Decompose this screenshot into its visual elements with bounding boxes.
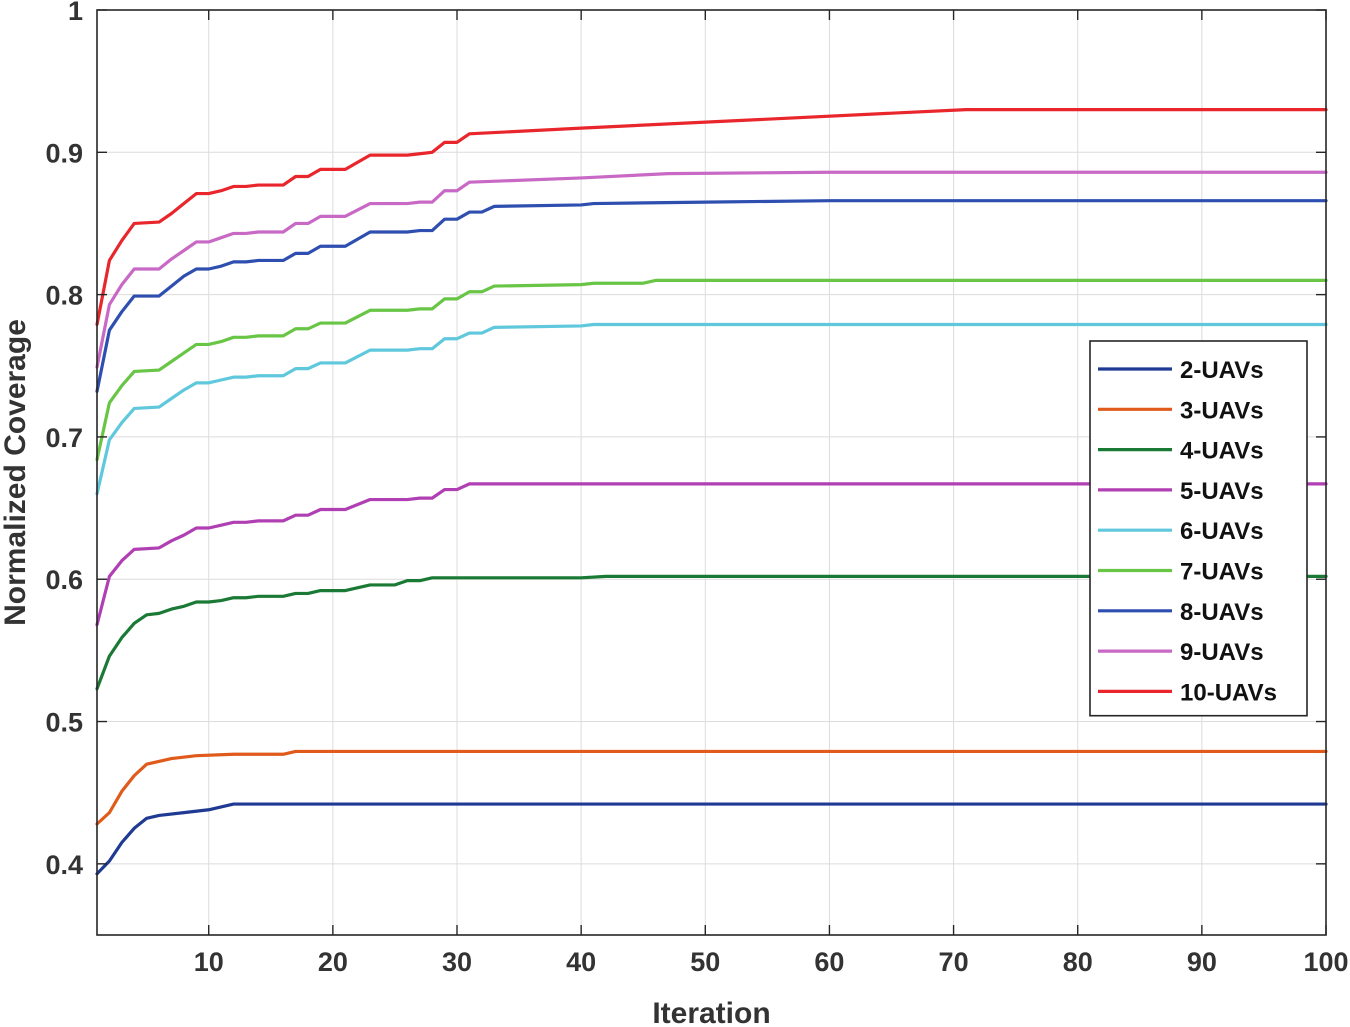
series-lines — [95, 108, 1328, 876]
x-tick-label: 100 — [1303, 947, 1348, 977]
y-tick-label: 0.9 — [45, 138, 83, 168]
y-tick-label: 0.7 — [45, 423, 83, 453]
y-axis-ticks: 0.4 0.5 0.6 0.7 0.8 0.9 1 — [45, 0, 1326, 880]
legend-box — [1089, 340, 1308, 717]
legend-label-10-UAVs: 10-UAVs — [1180, 679, 1277, 706]
series-line-8-UAVs — [95, 199, 1328, 393]
legend-label-4-UAVs: 4-UAVs — [1180, 438, 1264, 465]
legend-label-8-UAVs: 8-UAVs — [1180, 599, 1264, 626]
y-tick-label: 0.6 — [45, 565, 83, 595]
x-tick-label: 60 — [814, 947, 844, 977]
series-line-4-UAVs — [95, 574, 1328, 691]
legend-label-5-UAVs: 5-UAVs — [1180, 478, 1264, 505]
legend-label-2-UAVs: 2-UAVs — [1180, 357, 1264, 384]
x-tick-label: 20 — [318, 947, 348, 977]
series-line-3-UAVs — [95, 749, 1328, 826]
legend-label-6-UAVs: 6-UAVs — [1180, 518, 1264, 545]
series-line-10-UAVs — [95, 108, 1328, 327]
series-line-6-UAVs — [95, 322, 1328, 496]
y-tick-label: 0.5 — [45, 708, 83, 738]
y-tick-label: 0.4 — [45, 850, 83, 880]
series-line-5-UAVs — [95, 482, 1328, 627]
y-tick-label: 0.8 — [45, 281, 83, 311]
series-line-9-UAVs — [95, 170, 1328, 369]
series-line-7-UAVs — [95, 278, 1328, 462]
x-axis-title: Iteration — [652, 997, 770, 1027]
x-tick-label: 70 — [939, 947, 969, 977]
y-tick-label: 1 — [68, 0, 83, 26]
x-tick-label: 50 — [690, 947, 720, 977]
x-tick-label: 80 — [1063, 947, 1093, 977]
legend-label-3-UAVs: 3-UAVs — [1180, 397, 1264, 424]
legend-label-7-UAVs: 7-UAVs — [1180, 559, 1264, 586]
series-line-2-UAVs — [95, 802, 1328, 876]
x-tick-label: 30 — [442, 947, 472, 977]
x-axis-ticks: 10 20 30 40 50 60 70 80 90 100 — [194, 10, 1349, 977]
x-tick-label: 40 — [566, 947, 596, 977]
plot-frame — [96, 9, 1327, 936]
x-tick-label: 90 — [1187, 947, 1217, 977]
y-axis-title: Normalized Coverage — [0, 319, 32, 626]
legend: 2-UAVs 3-UAVs 4-UAVs 5-UAVs 6-UAVs 7-UAVs 8-UA… — [1089, 340, 1308, 717]
x-tick-label: 10 — [194, 947, 224, 977]
legend-label-9-UAVs: 9-UAVs — [1180, 639, 1264, 666]
